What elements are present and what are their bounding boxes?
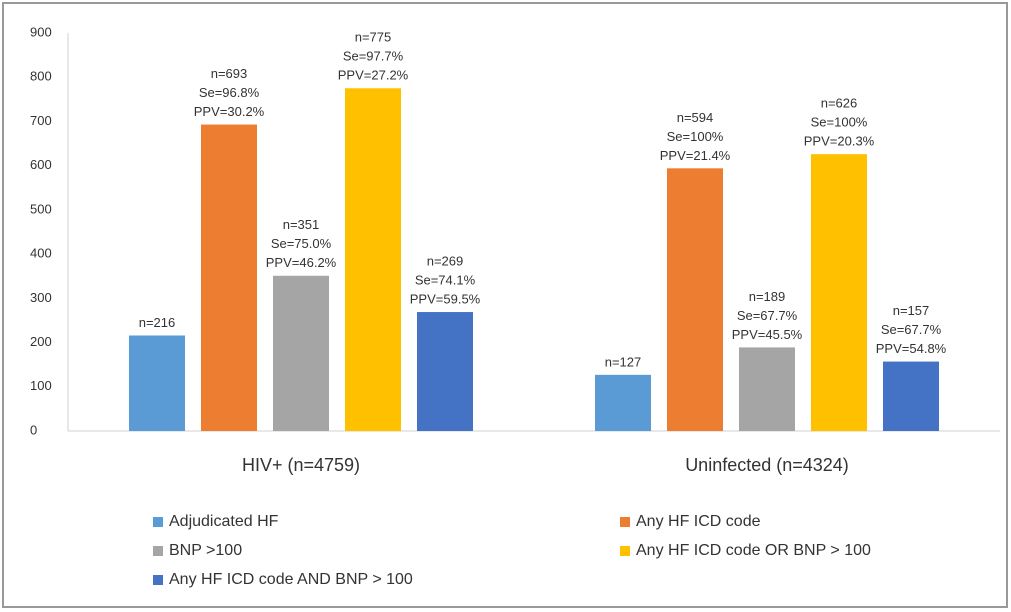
y-tick-label: 0 [30, 422, 37, 437]
y-tick-label: 100 [30, 378, 52, 393]
y-tick-label: 700 [30, 113, 52, 128]
data-label: n=351 [283, 217, 320, 232]
se-label: Se=100% [667, 129, 724, 144]
data-label: n=693 [211, 66, 248, 81]
legend-label: Adjudicated HF [169, 513, 279, 530]
bar [273, 275, 329, 431]
ppv-label: PPV=20.3% [804, 134, 875, 149]
x-tick-label: HIV+ (n=4759) [242, 455, 360, 475]
ppv-label: PPV=21.4% [660, 148, 731, 163]
bar [811, 154, 867, 431]
bar [595, 374, 651, 431]
bar [345, 88, 401, 432]
ppv-label: PPV=46.2% [266, 255, 337, 270]
bar [417, 312, 473, 431]
data-label: n=775 [355, 30, 392, 45]
legend-label: Any HF ICD code AND BNP > 100 [169, 571, 413, 588]
y-tick-label: 800 [30, 69, 52, 84]
bar [667, 168, 723, 431]
y-tick-label: 900 [30, 24, 52, 39]
legend-swatch [620, 517, 630, 527]
legend-swatch [153, 575, 163, 585]
data-label: n=269 [427, 253, 464, 268]
data-label: n=626 [821, 96, 858, 111]
bar [883, 361, 939, 431]
legend-label: Any HF ICD code [636, 513, 761, 530]
se-label: Se=75.0% [271, 236, 332, 251]
ppv-label: PPV=30.2% [194, 104, 265, 119]
ppv-label: PPV=54.8% [876, 341, 947, 356]
ppv-label: PPV=27.2% [338, 68, 409, 83]
y-tick-label: 400 [30, 246, 52, 261]
y-tick-label: 200 [30, 334, 52, 349]
y-tick-label: 500 [30, 201, 52, 216]
bar [129, 335, 185, 431]
se-label: Se=100% [811, 115, 868, 130]
bar [739, 347, 795, 431]
legend-swatch [153, 546, 163, 556]
legend-label: BNP >100 [169, 542, 242, 559]
bar [201, 124, 257, 431]
se-label: Se=67.7% [737, 308, 798, 323]
ppv-label: PPV=45.5% [732, 327, 803, 342]
se-label: Se=96.8% [199, 85, 260, 100]
data-label: n=157 [893, 303, 930, 318]
se-label: Se=67.7% [881, 322, 942, 337]
x-tick-label: Uninfected (n=4324) [685, 455, 849, 475]
data-label: n=594 [677, 110, 714, 125]
se-label: Se=74.1% [415, 272, 476, 287]
data-label: n=216 [139, 315, 176, 330]
data-label: n=189 [749, 289, 786, 304]
ppv-label: PPV=59.5% [410, 291, 481, 306]
legend-swatch [153, 517, 163, 527]
y-tick-label: 600 [30, 157, 52, 172]
se-label: Se=97.7% [343, 49, 404, 64]
legend-swatch [620, 546, 630, 556]
legend-label: Any HF ICD code OR BNP > 100 [636, 542, 871, 559]
data-label: n=127 [605, 354, 642, 369]
y-tick-label: 300 [30, 290, 52, 305]
